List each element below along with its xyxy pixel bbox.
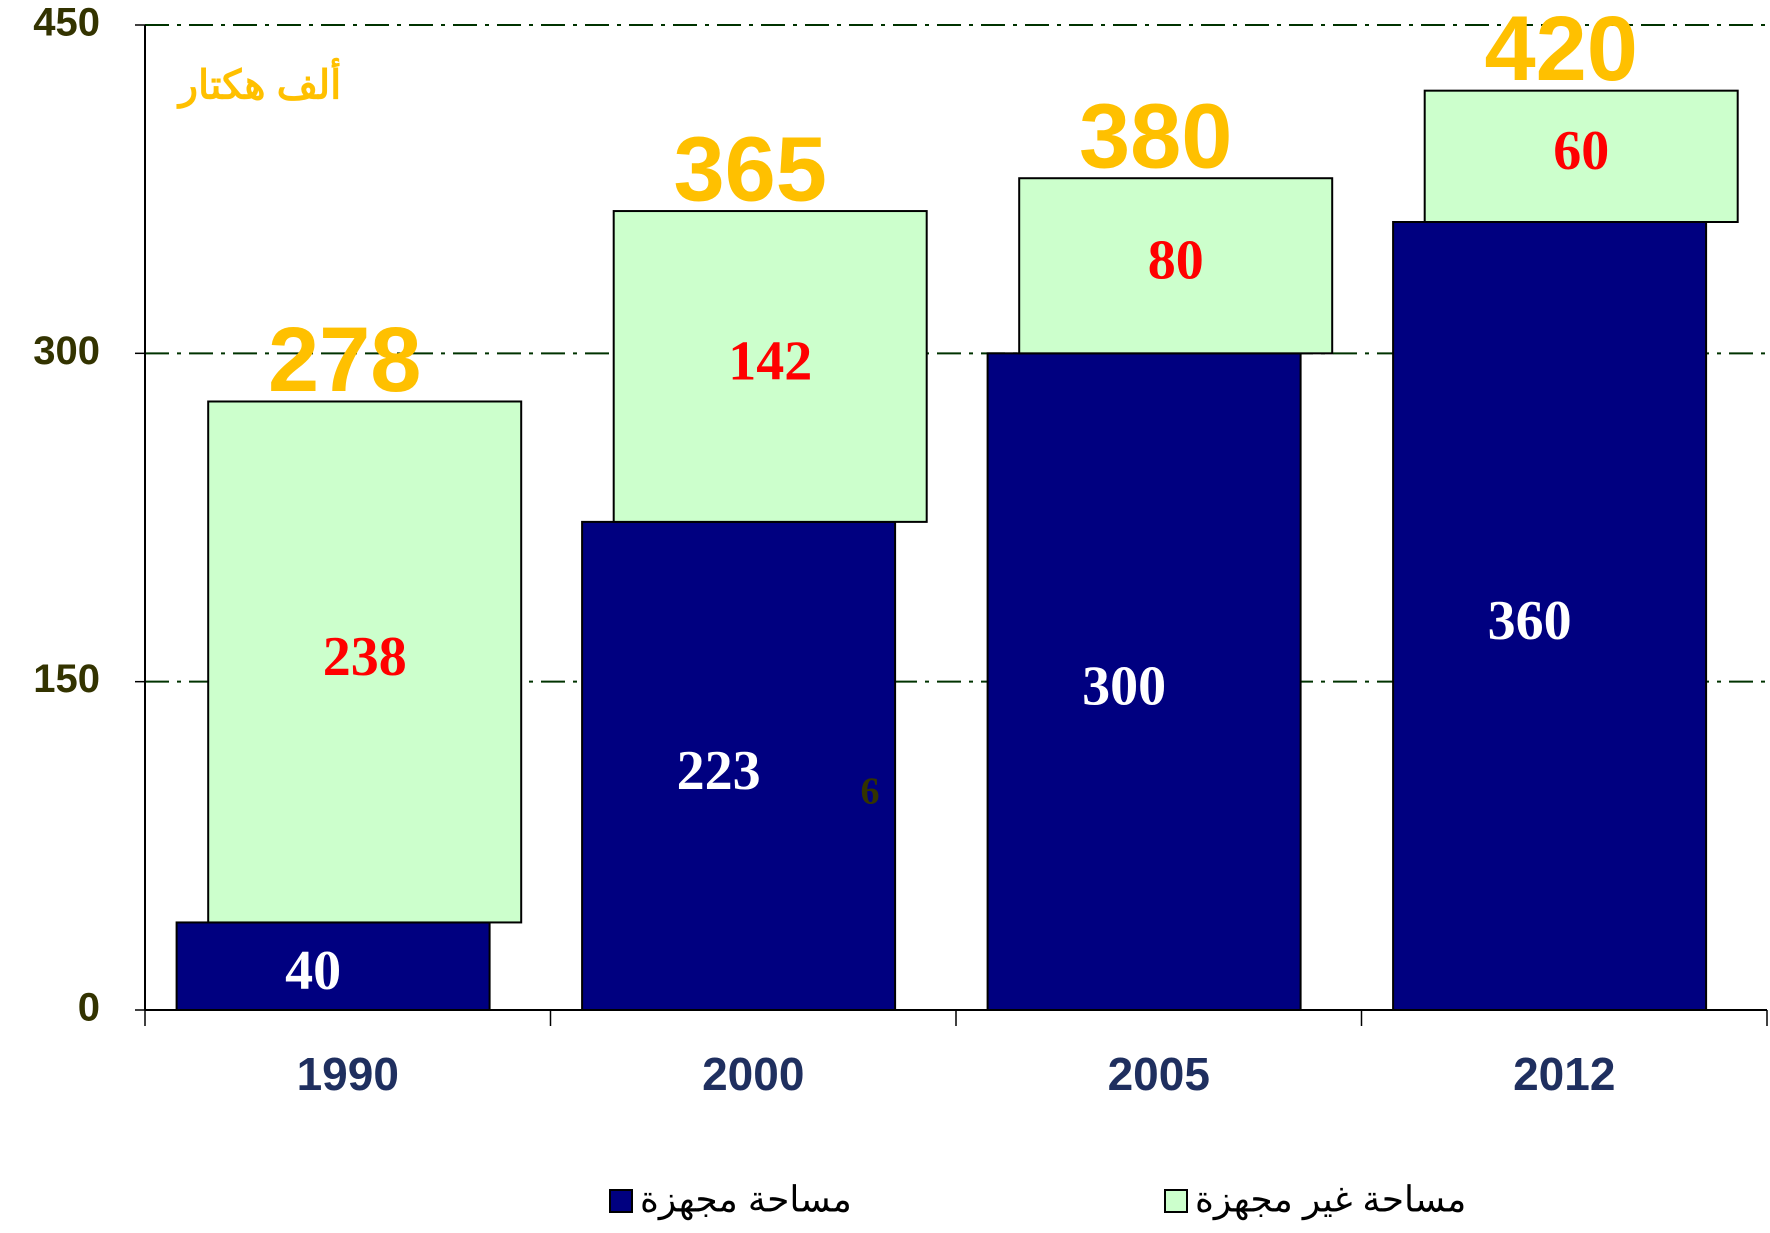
bar-segment (1392, 221, 1708, 1011)
x-tick-label: 1990 (297, 1048, 399, 1100)
bar-segment (1018, 177, 1334, 355)
total-label: 278 (268, 309, 422, 411)
bar-segment (207, 400, 523, 924)
bar-segment (581, 520, 897, 1012)
legend-swatch (609, 1189, 633, 1213)
x-tick-label: 2012 (1513, 1048, 1615, 1100)
y-tick-label: 450 (33, 1, 100, 45)
y-tick-label: 150 (33, 657, 100, 701)
value-label: 80 (1148, 230, 1204, 292)
x-tick-label: 2005 (1108, 1048, 1210, 1100)
value-label: 60 (1553, 120, 1609, 182)
legend-swatch (1164, 1189, 1188, 1213)
bar-segment (612, 210, 928, 523)
total-label: 420 (1484, 0, 1638, 100)
stray-label: 6 (861, 771, 880, 813)
x-tick-label: 2000 (702, 1048, 804, 1100)
total-label: 380 (1079, 86, 1233, 188)
total-label: 365 (673, 118, 827, 220)
value-label: 238 (323, 626, 407, 688)
unit-label: ألف هكتار (176, 57, 342, 110)
value-label: 223 (677, 740, 761, 802)
bar-segment (986, 352, 1302, 1012)
legend-label: مساحة مجهزة (640, 1179, 852, 1221)
y-tick-label: 0 (78, 986, 100, 1030)
value-label: 360 (1488, 590, 1572, 652)
value-label: 40 (285, 940, 341, 1002)
y-tick-label: 300 (33, 329, 100, 373)
bar-segment (1423, 89, 1739, 223)
legend-label: مساحة غير مجهزة (1195, 1179, 1466, 1221)
value-label: 142 (728, 330, 812, 392)
value-label: 300 (1082, 656, 1166, 718)
